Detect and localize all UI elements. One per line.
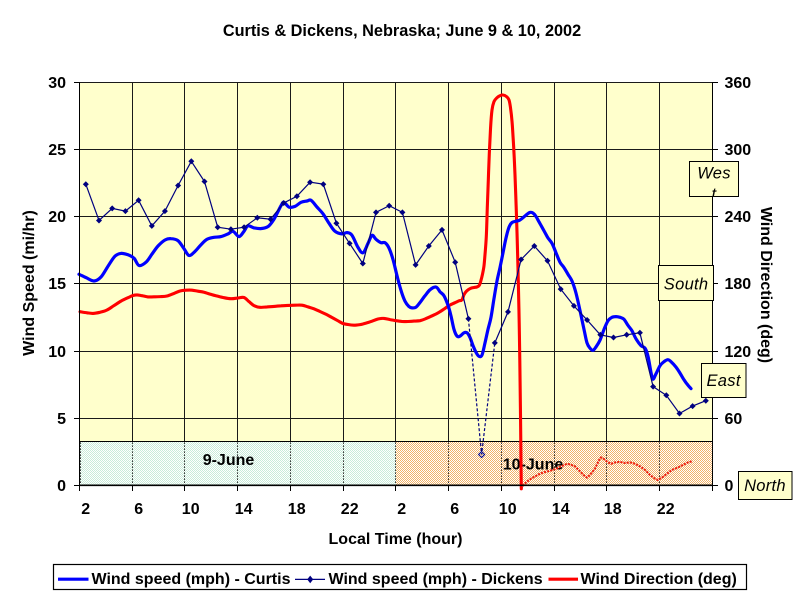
- svg-text:25: 25: [48, 142, 66, 159]
- svg-text:Local Time (hour): Local Time (hour): [329, 531, 463, 548]
- svg-text:East: East: [706, 372, 741, 390]
- svg-text:2: 2: [81, 501, 90, 518]
- svg-text:240: 240: [725, 209, 752, 226]
- svg-text:14: 14: [552, 501, 570, 518]
- svg-text:Wind Speed (mi/hr): Wind Speed (mi/hr): [21, 210, 38, 356]
- svg-text:30: 30: [48, 75, 66, 92]
- svg-text:6: 6: [134, 501, 143, 518]
- svg-text:Wind Direction (deg): Wind Direction (deg): [757, 207, 774, 363]
- svg-text:Wind speed (mph) - Dickens: Wind speed (mph) - Dickens: [329, 571, 543, 588]
- svg-text:Wes: Wes: [697, 165, 731, 183]
- svg-text:20: 20: [48, 209, 66, 226]
- svg-text:60: 60: [725, 411, 743, 428]
- svg-text:18: 18: [604, 501, 622, 518]
- svg-text:22: 22: [341, 501, 359, 518]
- svg-text:15: 15: [48, 276, 66, 293]
- svg-text:360: 360: [725, 75, 752, 92]
- svg-text:22: 22: [657, 501, 675, 518]
- svg-text:5: 5: [57, 411, 66, 428]
- svg-text:South: South: [664, 276, 709, 294]
- svg-text:0: 0: [725, 478, 734, 495]
- svg-text:2: 2: [397, 501, 406, 518]
- svg-text:Wind Direction (deg): Wind Direction (deg): [581, 571, 737, 588]
- svg-text:North: North: [744, 477, 786, 495]
- svg-text:0: 0: [57, 478, 66, 495]
- svg-text:6: 6: [450, 501, 459, 518]
- svg-text:14: 14: [235, 501, 253, 518]
- svg-text:Wind speed (mph) - Curtis: Wind speed (mph) - Curtis: [92, 571, 291, 588]
- svg-text:300: 300: [725, 142, 752, 159]
- svg-text:9-June: 9-June: [203, 452, 255, 469]
- svg-text:120: 120: [725, 344, 752, 361]
- svg-text:10: 10: [499, 501, 517, 518]
- svg-text:Curtis & Dickens, Nebraska; Ju: Curtis & Dickens, Nebraska; June 9 & 10,…: [223, 22, 581, 40]
- svg-text:180: 180: [725, 276, 752, 293]
- svg-text:18: 18: [288, 501, 306, 518]
- svg-text:t: t: [712, 186, 718, 204]
- svg-text:10: 10: [48, 344, 66, 361]
- svg-text:10: 10: [182, 501, 200, 518]
- svg-text:10-June: 10-June: [503, 457, 564, 474]
